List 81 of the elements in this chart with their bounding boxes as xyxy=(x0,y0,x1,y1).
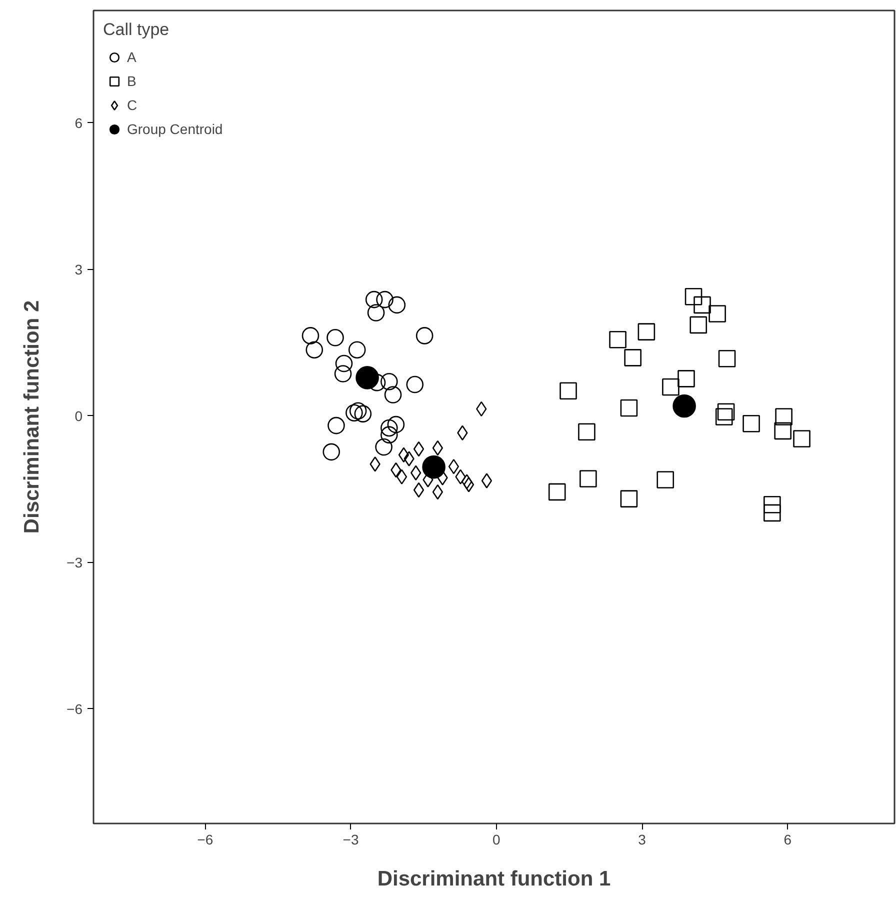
point xyxy=(620,399,638,417)
legend-label: B xyxy=(127,73,138,89)
x-tick-label: −6 xyxy=(197,832,214,848)
legend-title: Call type xyxy=(103,20,170,40)
point xyxy=(764,496,781,514)
point xyxy=(367,304,385,322)
point xyxy=(684,288,702,306)
point xyxy=(306,341,324,358)
y-tick-label: 0 xyxy=(74,408,83,424)
y-tick-label: 3 xyxy=(74,261,83,278)
x-tick-label: 3 xyxy=(638,832,646,848)
point xyxy=(455,469,466,484)
point xyxy=(694,296,711,314)
legend-label: C xyxy=(127,97,138,113)
point xyxy=(432,484,444,500)
point xyxy=(376,290,394,308)
point xyxy=(396,469,408,484)
point xyxy=(742,414,760,432)
point xyxy=(774,422,792,440)
point xyxy=(462,474,472,490)
x-tick-label: −3 xyxy=(342,832,359,848)
point xyxy=(335,354,353,372)
legend-label: A xyxy=(127,49,138,65)
point xyxy=(346,404,363,422)
point xyxy=(560,382,577,400)
point xyxy=(656,471,674,488)
point xyxy=(609,330,626,348)
point xyxy=(620,490,638,508)
point xyxy=(406,376,424,394)
point xyxy=(349,402,367,420)
point xyxy=(413,482,424,498)
point xyxy=(580,470,597,488)
point xyxy=(708,305,726,322)
point xyxy=(578,423,596,441)
point xyxy=(718,350,736,368)
point xyxy=(448,458,460,474)
point xyxy=(463,476,474,492)
point xyxy=(375,438,392,456)
point xyxy=(302,327,320,344)
point xyxy=(413,441,424,457)
point xyxy=(334,365,352,382)
y-axis-title: Discriminant function 2 xyxy=(20,300,44,534)
x-tick-label: 6 xyxy=(784,832,792,848)
y-tick-label: 6 xyxy=(74,114,83,131)
point xyxy=(764,504,781,522)
point xyxy=(548,483,566,501)
point xyxy=(662,378,680,396)
point xyxy=(690,316,708,334)
point xyxy=(380,372,398,390)
point xyxy=(678,370,695,388)
point xyxy=(354,405,372,422)
y-tick-label: −3 xyxy=(66,554,83,570)
point xyxy=(326,329,344,346)
legend-label: Group Centroid xyxy=(127,121,223,137)
point xyxy=(365,290,383,308)
point xyxy=(380,426,398,444)
point xyxy=(437,470,448,486)
point xyxy=(380,419,398,437)
point xyxy=(384,386,402,404)
point xyxy=(322,443,340,461)
point xyxy=(387,416,405,434)
point xyxy=(793,430,810,448)
point xyxy=(717,403,735,421)
point xyxy=(422,455,446,479)
point xyxy=(775,408,792,426)
point xyxy=(328,416,345,434)
point xyxy=(672,394,696,418)
point xyxy=(432,440,444,456)
y-tick-label: −6 xyxy=(66,700,83,717)
point xyxy=(416,327,434,344)
point xyxy=(356,366,379,390)
point xyxy=(638,323,656,340)
point xyxy=(715,408,733,426)
x-axis-title: Discriminant function 1 xyxy=(377,868,611,890)
point xyxy=(404,451,414,466)
point xyxy=(388,296,406,314)
point xyxy=(624,349,642,366)
point xyxy=(348,341,366,358)
point xyxy=(481,473,492,488)
x-tick-label: 0 xyxy=(492,832,501,848)
point xyxy=(398,447,410,462)
